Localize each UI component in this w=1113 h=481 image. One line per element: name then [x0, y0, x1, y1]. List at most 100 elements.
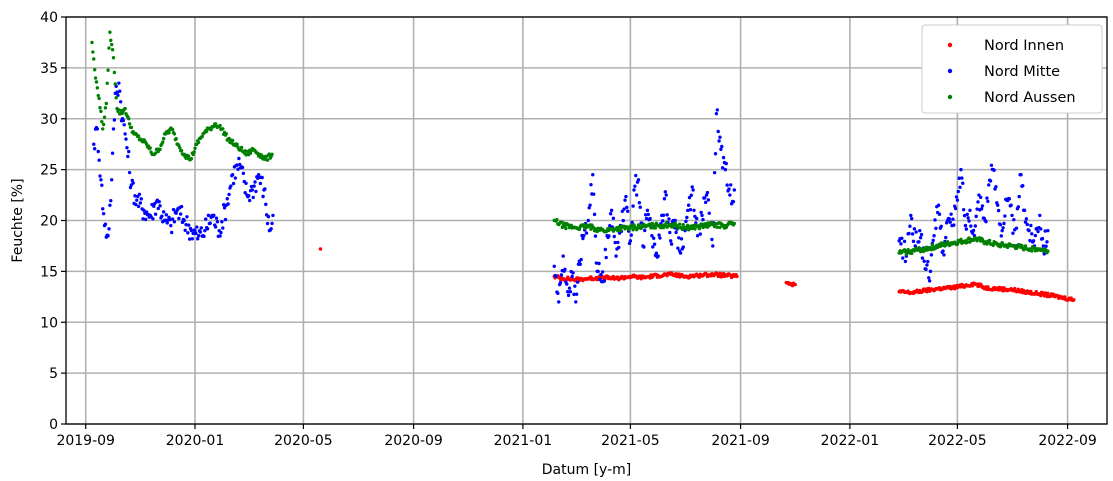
y-tick-label: 35 [40, 61, 58, 77]
point-nord-mitte [116, 93, 120, 97]
point-nord-mitte [617, 245, 621, 250]
point-nord-aussen [718, 225, 722, 230]
point-nord-aussen [109, 42, 114, 47]
x-tick-label: 2020-01 [166, 433, 225, 449]
point-nord-aussen [965, 240, 969, 244]
point-nord-mitte [567, 286, 572, 290]
point-nord-mitte [677, 236, 681, 240]
point-nord-mitte [574, 292, 579, 296]
point-nord-mitte [198, 230, 203, 234]
point-nord-mitte [596, 269, 600, 274]
point-nord-mitte [575, 280, 580, 284]
point-nord-mitte [924, 267, 928, 271]
point-nord-aussen [189, 157, 194, 161]
point-nord-mitte [643, 228, 647, 233]
point-nord-mitte [205, 227, 210, 231]
point-nord-aussen [93, 76, 98, 80]
legend: Nord Innen Nord Mitte Nord Aussen [921, 24, 1103, 114]
legend-label-nord-mitte: Nord Mitte [984, 64, 1060, 80]
point-nord-mitte [558, 280, 563, 285]
point-nord-mitte [949, 212, 953, 216]
point-nord-aussen [677, 222, 682, 226]
point-nord-aussen [267, 152, 272, 156]
point-nord-mitte [258, 181, 263, 186]
point-nord-mitte [95, 127, 100, 131]
point-nord-aussen [631, 228, 635, 232]
point-nord-mitte [650, 234, 654, 238]
point-nord-mitte [662, 197, 667, 201]
point-nord-aussen [209, 128, 213, 132]
point-nord-aussen [555, 217, 559, 222]
point-nord-mitte [1031, 239, 1036, 243]
point-nord-mitte [918, 236, 923, 240]
point-nord-mitte [1017, 194, 1021, 199]
point-nord-mitte [707, 211, 711, 215]
point-nord-aussen [248, 151, 253, 155]
point-nord-mitte [645, 208, 650, 213]
point-nord-mitte [169, 223, 173, 228]
x-tick-label: 2020-09 [384, 433, 443, 449]
point-nord-mitte [996, 203, 1000, 207]
point-nord-mitte [199, 226, 203, 230]
point-nord-mitte [108, 203, 112, 207]
point-nord-mitte [118, 100, 123, 104]
point-nord-mitte [593, 234, 598, 238]
legend-marker-nord-mitte [947, 68, 953, 74]
point-nord-mitte [642, 245, 646, 249]
point-nord-mitte [164, 213, 169, 217]
point-nord-mitte [685, 215, 689, 220]
point-nord-mitte [951, 217, 955, 221]
point-nord-mitte [716, 129, 720, 134]
point-nord-mitte [204, 217, 208, 221]
point-nord-mitte [1007, 197, 1012, 201]
point-nord-mitte [1041, 244, 1046, 248]
point-nord-mitte [1010, 213, 1014, 218]
point-nord-mitte [998, 223, 1003, 227]
point-nord-mitte [961, 207, 966, 212]
point-nord-mitte [223, 217, 228, 222]
point-nord-aussen [998, 245, 1003, 249]
point-nord-aussen [94, 80, 99, 84]
point-nord-mitte [219, 230, 223, 235]
point-nord-mitte [720, 166, 725, 170]
point-nord-mitte [917, 240, 921, 244]
y-tick-label: 20 [40, 214, 58, 230]
point-nord-mitte [117, 81, 121, 85]
point-nord-mitte [977, 193, 981, 197]
point-nord-aussen [123, 106, 127, 111]
point-nord-mitte [633, 184, 637, 188]
point-nord-mitte [256, 173, 261, 177]
point-nord-mitte [980, 204, 985, 208]
point-nord-mitte [252, 184, 256, 188]
point-nord-mitte [161, 210, 166, 214]
y-tick-label: 30 [40, 112, 58, 128]
point-nord-aussen [987, 238, 992, 243]
point-nord-mitte [271, 213, 275, 218]
point-nord-aussen [265, 158, 270, 162]
point-nord-mitte [196, 234, 201, 238]
point-nord-aussen [91, 50, 95, 54]
point-nord-mitte [594, 261, 599, 265]
point-nord-aussen [259, 153, 263, 157]
point-nord-mitte [966, 216, 970, 220]
point-nord-mitte [561, 254, 565, 258]
point-nord-mitte [572, 292, 576, 297]
point-nord-mitte [984, 219, 988, 224]
point-nord-mitte [724, 161, 728, 166]
point-nord-mitte [715, 108, 719, 112]
point-nord-mitte [557, 300, 561, 304]
point-nord-mitte [673, 218, 677, 223]
point-nord-mitte [907, 231, 911, 236]
point-nord-mitte [1014, 226, 1019, 230]
point-nord-mitte [260, 175, 264, 180]
point-nord-mitte [172, 220, 177, 224]
point-nord-mitte [263, 187, 267, 191]
point-nord-mitte [608, 224, 612, 228]
point-nord-innen [318, 247, 323, 251]
point-nord-mitte [919, 232, 924, 237]
point-nord-mitte [599, 273, 603, 277]
point-nord-mitte [942, 253, 946, 257]
point-nord-mitte [574, 300, 578, 304]
point-nord-mitte [215, 220, 220, 224]
point-nord-aussen [243, 149, 247, 153]
